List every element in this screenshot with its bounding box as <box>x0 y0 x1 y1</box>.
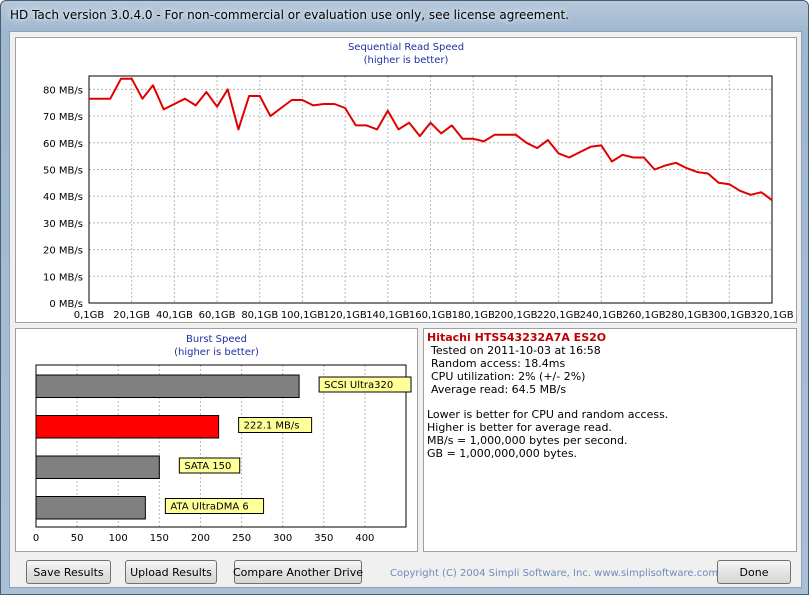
x-tick-label: 200,1GB <box>494 310 537 321</box>
burst-chart-subtitle: (higher is better) <box>174 347 259 358</box>
burst-bar-label-box <box>178 457 241 474</box>
burst-bar-reference <box>35 374 300 398</box>
burst-x-tick-label: 100 <box>109 533 128 544</box>
burst-chart-title: Burst Speed <box>186 334 247 345</box>
compare-another-drive-button[interactable]: Compare Another Drive <box>233 560 363 584</box>
x-tick-label: 100,1GB <box>281 310 324 321</box>
y-tick-label: 30 MB/s <box>43 219 83 230</box>
burst-bar-label-box <box>318 376 412 393</box>
title-bar[interactable]: HD Tach version 3.0.4.0 - For non-commer… <box>1 1 808 31</box>
burst-x-tick-label: 300 <box>273 533 292 544</box>
save-results-button[interactable]: Save Results <box>26 560 111 584</box>
x-tick-label: 280,1GB <box>665 310 708 321</box>
burst-bar-label-box <box>238 417 313 433</box>
burst-x-tick-label: 50 <box>71 533 84 544</box>
x-tick-label: 240,1GB <box>580 310 623 321</box>
y-tick-label: 0 MB/s <box>49 299 83 310</box>
plot-frame <box>88 75 773 304</box>
x-tick-label: 20,1GB <box>113 310 150 321</box>
burst-bar-label-box <box>164 498 265 514</box>
random-access: Random access: 18.4ms <box>431 357 566 370</box>
x-tick-label: 120,1GB <box>324 310 367 321</box>
x-tick-label: 220,1GB <box>537 310 580 321</box>
y-tick-label: 60 MB/s <box>43 139 83 150</box>
copyright-text: Copyright (C) 2004 Simpli Software, Inc.… <box>390 568 719 579</box>
x-tick-label: 260,1GB <box>622 310 665 321</box>
burst-x-tick-label: 150 <box>150 533 169 544</box>
burst-bar-label: SCSI Ultra320 <box>324 380 393 391</box>
note-cpu-random: Lower is better for CPU and random acces… <box>427 408 669 421</box>
y-tick-label: 10 MB/s <box>43 272 83 283</box>
x-tick-label: 160,1GB <box>409 310 452 321</box>
burst-speed-chart: 0 50 100 150 200 250 300 350 400 SCSI Ultra320 222… <box>33 364 412 544</box>
x-tick-label: 180,1GB <box>452 310 495 321</box>
burst-bar-reference <box>35 455 160 479</box>
burst-x-tick-label: 350 <box>314 533 333 544</box>
x-tick-label: 300,1GB <box>708 310 751 321</box>
burst-x-tick-label: 400 <box>355 533 374 544</box>
x-tick-label: 140,1GB <box>366 310 409 321</box>
x-tick-label: 60,1GB <box>199 310 236 321</box>
burst-bar-reference <box>35 496 146 520</box>
sequential-read-panel: Sequential Read Speed (higher is better)… <box>15 37 797 323</box>
sequential-read-chart: 0,1GB 20,1GB 40,1GB 60,1GB 80,1GB 100,1GB 120,… <box>43 75 794 321</box>
note-mbs-definition: MB/s = 1,000,000 bytes per second. <box>427 434 628 447</box>
sequential-chart-subtitle: (higher is better) <box>363 55 449 66</box>
x-tick-label: 320,1GB <box>750 310 793 321</box>
window-title: HD Tach version 3.0.4.0 - For non-commer… <box>10 8 569 22</box>
y-tick-label: 70 MB/s <box>43 112 83 123</box>
burst-x-tick-label: 0 <box>33 533 39 544</box>
note-gb-definition: GB = 1,000,000,000 bytes. <box>427 447 578 460</box>
burst-x-tick-label: 200 <box>191 533 210 544</box>
sequential-chart-title: Sequential Read Speed <box>347 42 465 53</box>
burst-bar-current-drive <box>35 415 220 439</box>
read-speed-line <box>89 77 773 202</box>
y-tick-label: 80 MB/s <box>43 85 83 96</box>
burst-plot-frame <box>35 364 407 528</box>
client-area: Sequential Read Speed (higher is better)… <box>9 31 802 588</box>
cpu-utilization: CPU utilization: 2% (+/- 2%) <box>431 370 586 383</box>
burst-x-tick-label: 250 <box>232 533 251 544</box>
x-tick-label: 0,1GB <box>74 310 105 321</box>
burst-bar-label: 222.1 MB/s <box>244 421 300 432</box>
burst-speed-panel: Burst Speed (higher is better) 0 50 100 150… <box>15 328 418 552</box>
drive-info-panel: Hitachi HTS543232A7A ES2O Tested on 2011… <box>423 328 797 552</box>
burst-bar-label: ATA UltraDMA 6 <box>170 502 248 513</box>
done-button[interactable]: Done <box>717 560 791 584</box>
drive-name: Hitachi HTS543232A7A ES2O <box>427 331 607 344</box>
y-tick-label: 50 MB/s <box>43 165 83 176</box>
x-tick-label: 40,1GB <box>156 310 193 321</box>
y-tick-label: 20 MB/s <box>43 246 83 257</box>
upload-results-button[interactable]: Upload Results <box>125 560 217 584</box>
x-tick-label: 80,1GB <box>241 310 278 321</box>
average-read: Average read: 64.5 MB/s <box>431 383 567 396</box>
tested-on: Tested on 2011-10-03 at 16:58 <box>431 344 601 357</box>
y-tick-label: 40 MB/s <box>43 192 83 203</box>
burst-bar-label: SATA 150 <box>184 461 231 472</box>
note-average-read: Higher is better for average read. <box>427 421 612 434</box>
